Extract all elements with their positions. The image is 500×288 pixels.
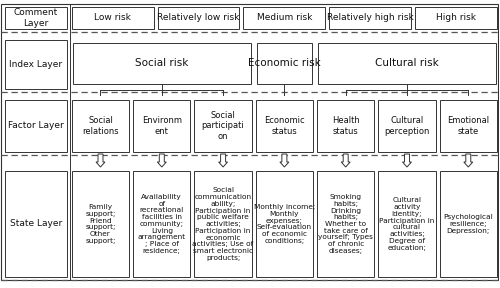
Text: Health
status: Health status: [332, 116, 359, 136]
Bar: [317, 100, 374, 152]
Bar: [244, 7, 326, 29]
Text: Factor Layer: Factor Layer: [8, 122, 64, 130]
Bar: [194, 100, 252, 152]
Text: Environm
ent: Environm ent: [142, 116, 182, 136]
Bar: [5, 171, 67, 277]
Bar: [256, 100, 313, 152]
Bar: [440, 171, 497, 277]
Text: Economic
status: Economic status: [264, 116, 304, 136]
Text: Social
participati
on: Social participati on: [202, 111, 244, 141]
Bar: [73, 43, 250, 84]
Bar: [415, 7, 497, 29]
Bar: [194, 171, 252, 277]
Polygon shape: [218, 154, 228, 167]
Bar: [330, 7, 411, 29]
Bar: [72, 7, 154, 29]
Bar: [133, 100, 190, 152]
Polygon shape: [464, 154, 473, 167]
Polygon shape: [402, 154, 411, 167]
Bar: [5, 100, 67, 152]
Bar: [256, 171, 313, 277]
Bar: [440, 100, 497, 152]
Text: Medium risk: Medium risk: [256, 14, 312, 22]
Bar: [5, 7, 67, 29]
Text: Low risk: Low risk: [94, 14, 131, 22]
Bar: [72, 171, 129, 277]
Text: Emotional
state: Emotional state: [447, 116, 490, 136]
Bar: [318, 43, 496, 84]
Text: Family
support;
Friend
support;
Other
support;: Family support; Friend support; Other su…: [86, 204, 116, 244]
Bar: [133, 171, 190, 277]
Bar: [256, 43, 312, 84]
Text: Social risk: Social risk: [135, 58, 188, 69]
Bar: [378, 171, 436, 277]
Bar: [158, 7, 240, 29]
Text: Social
relations: Social relations: [82, 116, 119, 136]
Text: Cultural
activity
identity;
Participation in
cultural
activities;
Degree of
educ: Cultural activity identity; Participatio…: [380, 197, 434, 251]
Text: Psychological
resilience;
Depression;: Psychological resilience; Depression;: [444, 214, 493, 234]
Text: Monthly income;
Monthly
expenses;
Self-evaluation
of economic
conditions;: Monthly income; Monthly expenses; Self-e…: [254, 204, 315, 244]
Text: Economic risk: Economic risk: [248, 58, 321, 69]
Text: Comment
Layer: Comment Layer: [14, 8, 58, 28]
Text: Social
communication
ability;
Participation in
public welfare
activities;
Partic: Social communication ability; Participat…: [192, 187, 254, 261]
Bar: [317, 171, 374, 277]
Polygon shape: [341, 154, 350, 167]
Bar: [5, 40, 67, 89]
Polygon shape: [280, 154, 289, 167]
Text: Smoking
habits;
Drinking
habits;
Whether to
take care of
yourself; Types
of chro: Smoking habits; Drinking habits; Whether…: [318, 194, 373, 254]
Polygon shape: [96, 154, 105, 167]
Text: Availability
of
recreational
facilities in
community;
Living
arrangement
; Place: Availability of recreational facilities …: [138, 194, 186, 254]
Text: High risk: High risk: [436, 14, 476, 22]
Polygon shape: [158, 154, 166, 167]
Text: State Layer: State Layer: [10, 219, 62, 228]
Bar: [378, 100, 436, 152]
Text: Relatively low risk: Relatively low risk: [158, 14, 240, 22]
Text: Index Layer: Index Layer: [10, 60, 62, 69]
Text: Cultural
perception: Cultural perception: [384, 116, 430, 136]
Bar: [72, 100, 129, 152]
Text: Cultural risk: Cultural risk: [375, 58, 439, 69]
Text: Relatively high risk: Relatively high risk: [327, 14, 414, 22]
